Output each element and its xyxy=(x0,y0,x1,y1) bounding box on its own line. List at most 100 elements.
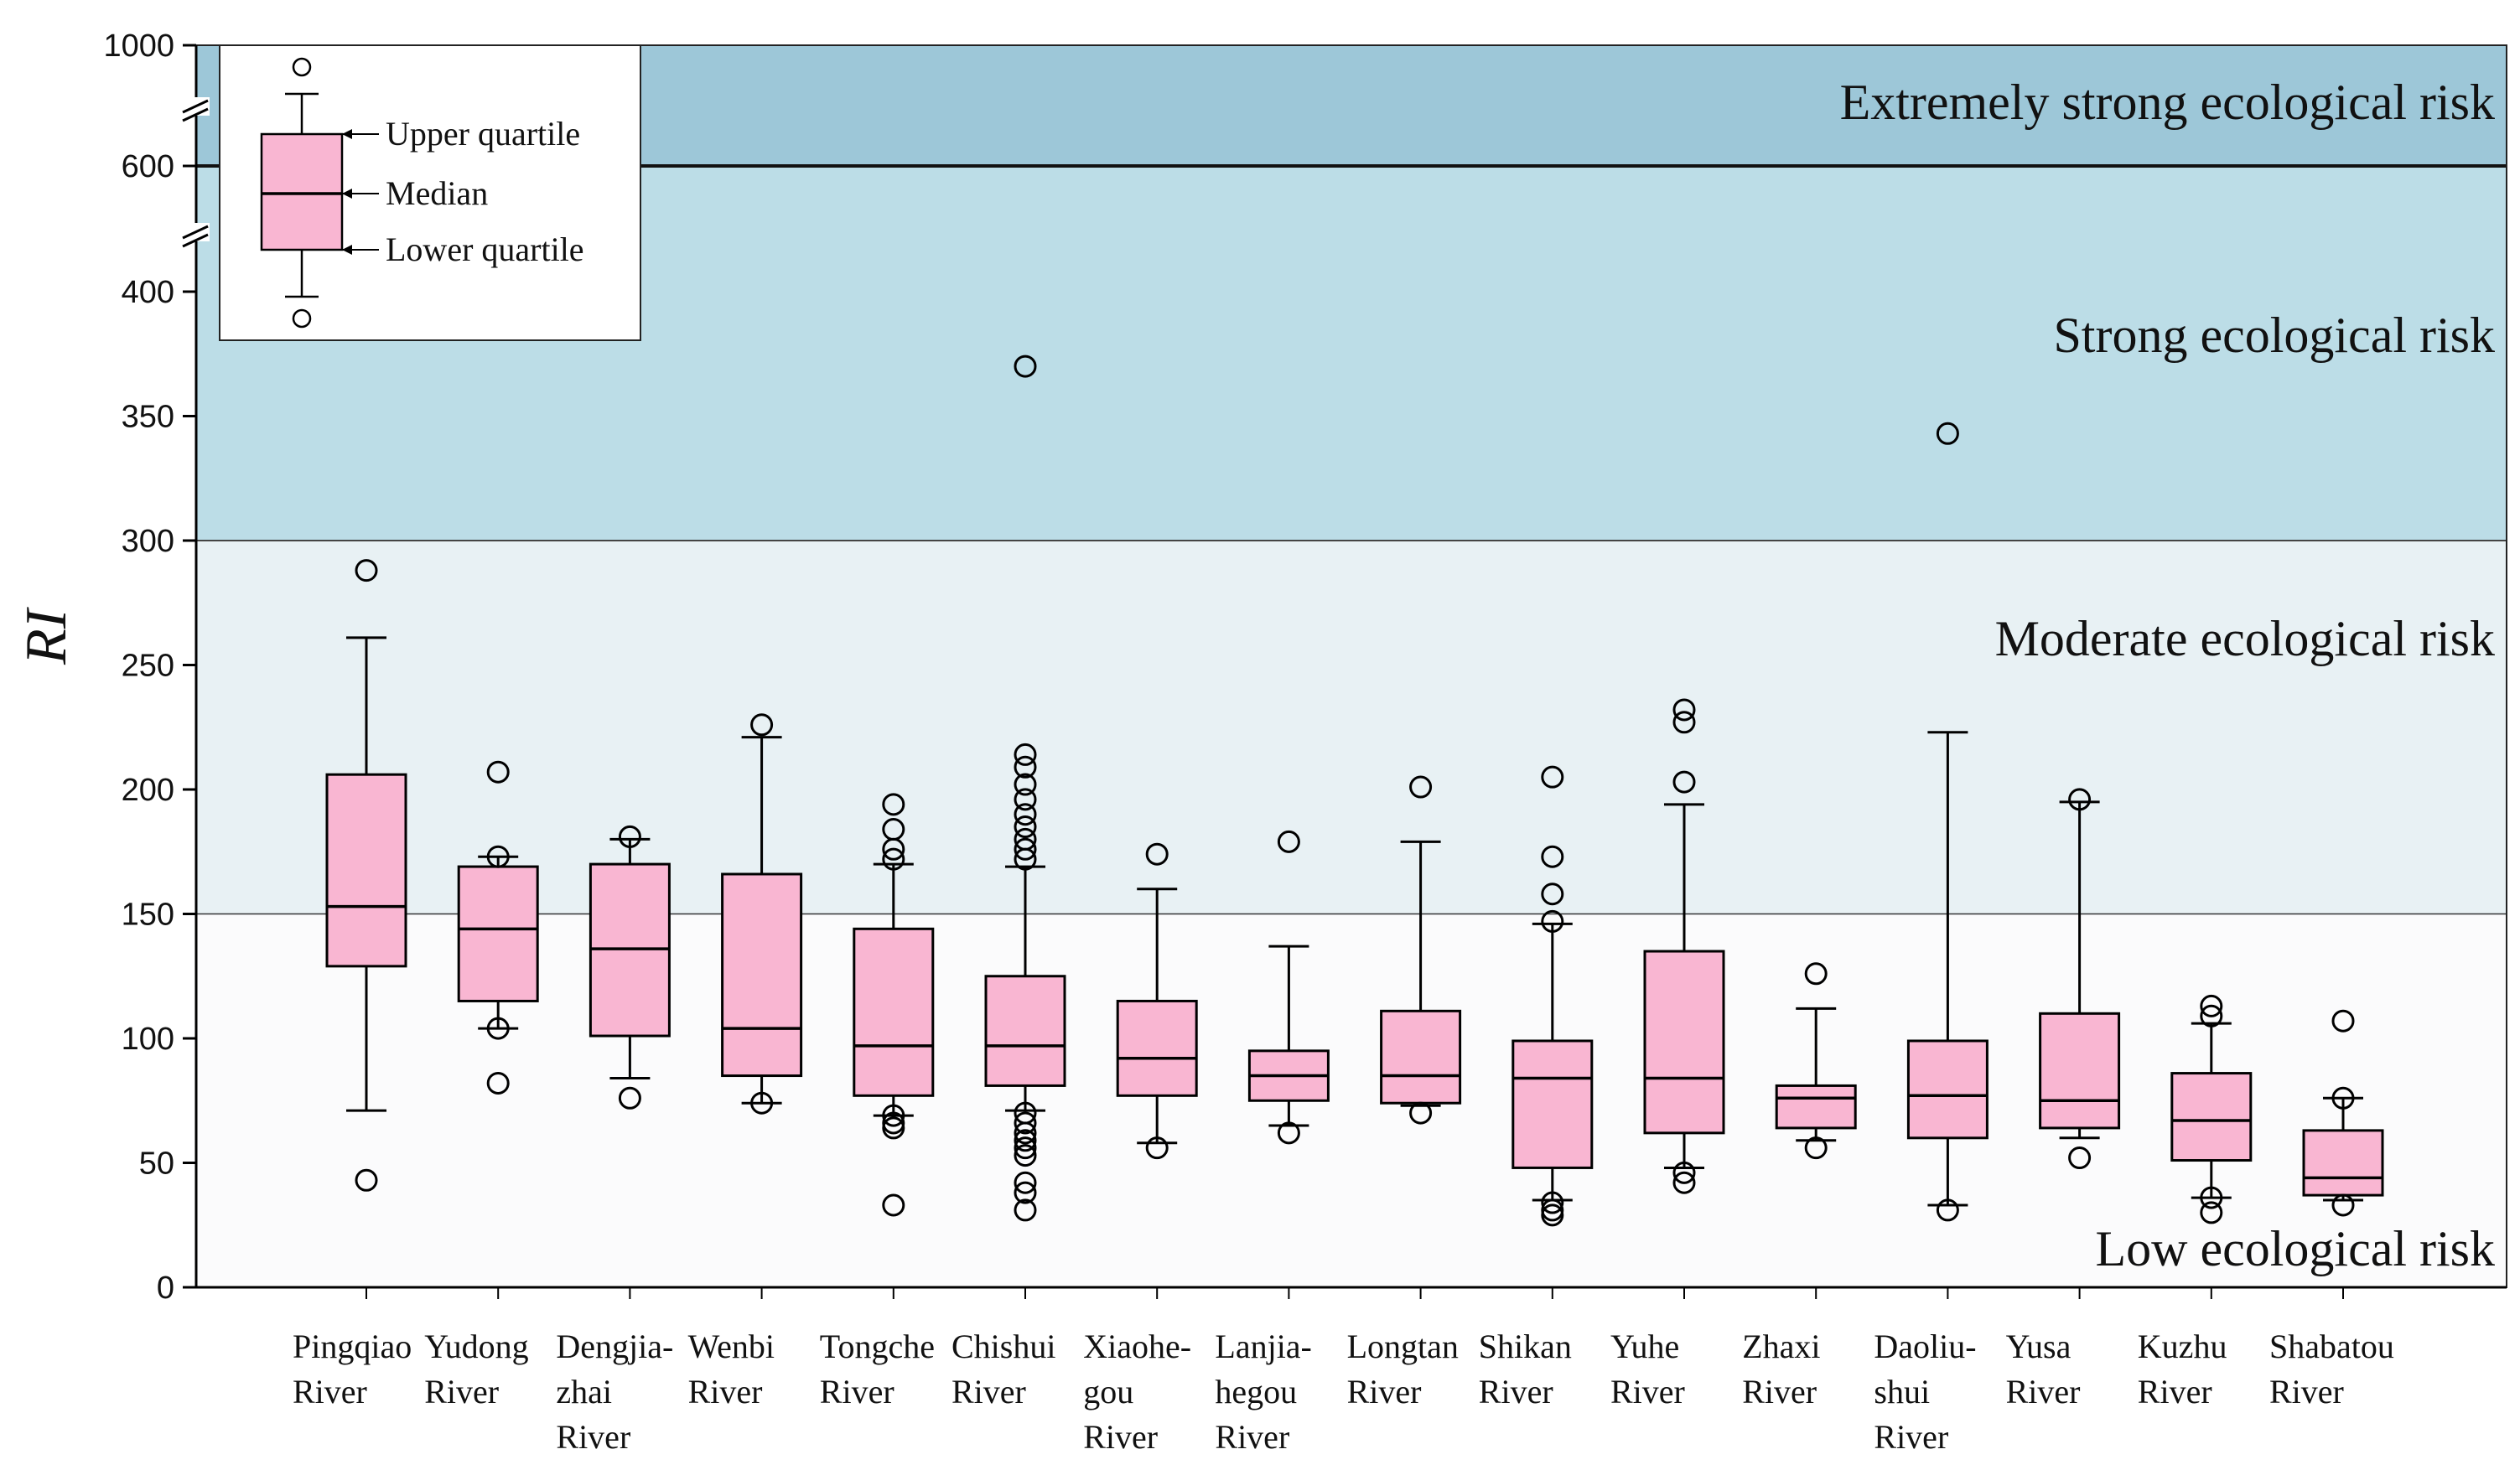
outlier-point xyxy=(1541,909,1564,933)
outlier-point xyxy=(1014,1181,1037,1204)
outlier-point xyxy=(750,713,774,737)
y-tick-label: 300 xyxy=(122,524,174,559)
category-label-1: Yudong River xyxy=(424,1328,528,1410)
category-label-8: Longtan River xyxy=(1347,1328,1459,1410)
category-label-line: River xyxy=(293,1373,367,1410)
legend-arrow-head xyxy=(342,245,352,255)
outlier-point xyxy=(486,845,510,868)
outlier-point xyxy=(882,1193,905,1217)
risk-zone-label-0: Low ecological risk xyxy=(2095,1221,2495,1276)
outlier-point xyxy=(1014,1101,1037,1125)
outlier-point xyxy=(486,760,510,784)
outlier-point xyxy=(2200,1186,2223,1209)
category-label-0: Pingqiao River xyxy=(293,1328,412,1410)
category-label-line: Kuzhu xyxy=(2138,1328,2227,1365)
category-label-line: River xyxy=(688,1373,763,1410)
box-body xyxy=(2302,1129,2384,1197)
box-body xyxy=(1511,1039,1594,1169)
category-label-line: Daoliu- xyxy=(1874,1328,1976,1365)
outlier-point xyxy=(2068,1146,2092,1170)
outlier-point xyxy=(1672,1161,1696,1184)
category-label-line: Chishui xyxy=(951,1328,1055,1365)
outlier-point xyxy=(2200,1201,2223,1224)
box-0 xyxy=(325,559,407,1192)
y-tick-label: 0 xyxy=(157,1271,174,1306)
outlier-point xyxy=(2331,1193,2355,1217)
category-label-line: Yuhe xyxy=(1610,1328,1679,1365)
outlier-point xyxy=(1014,355,1037,378)
category-label-line: River xyxy=(820,1373,894,1410)
box-4 xyxy=(853,793,935,1217)
axis-break-mark xyxy=(182,99,209,114)
box-7 xyxy=(1247,830,1330,1145)
category-label-line: River xyxy=(1479,1373,1553,1410)
category-label-line: River xyxy=(2269,1373,2344,1410)
category-label-line: hegou xyxy=(1215,1373,1297,1410)
risk-zone-label-1: Moderate ecological risk xyxy=(1995,611,2495,666)
category-label-6: Xiaohe-gou River xyxy=(1083,1328,1191,1456)
outlier-point xyxy=(1014,773,1037,796)
box-12 xyxy=(1906,422,1989,1222)
box-1 xyxy=(457,760,539,1095)
outlier-point xyxy=(1277,1121,1300,1145)
category-label-line: Lanjia- xyxy=(1215,1328,1312,1365)
category-label-11: Zhaxi River xyxy=(1742,1328,1820,1410)
outlier-point xyxy=(1145,842,1169,866)
outlier-point xyxy=(2200,1004,2223,1027)
box-6 xyxy=(1116,842,1198,1160)
category-labels: Pingqiao River Yudong River Dengjia-zhai Rive… xyxy=(293,1328,2394,1456)
category-label-line: River xyxy=(1610,1373,1685,1410)
box-body xyxy=(984,975,1066,1087)
outlier-point xyxy=(1014,788,1037,811)
box-11 xyxy=(1775,962,1857,1160)
outlier-point xyxy=(1804,962,1828,986)
box-body xyxy=(2039,1012,2121,1130)
category-label-5: Chishui River xyxy=(951,1328,1055,1410)
category-label-line: Dengjia- xyxy=(556,1328,673,1365)
outlier-point xyxy=(2200,994,2223,1017)
outlier-point xyxy=(486,1071,510,1095)
box-10 xyxy=(1643,698,1725,1194)
category-label-line: River xyxy=(2138,1373,2212,1410)
y-tick-label: 100 xyxy=(122,1022,174,1057)
outlier-point xyxy=(882,1111,905,1135)
box-body xyxy=(1380,1009,1462,1105)
box-15 xyxy=(2302,1009,2384,1217)
outlier-point xyxy=(1014,1198,1037,1222)
y-tick-label: 1000 xyxy=(103,28,174,64)
y-tick-label: 200 xyxy=(122,773,174,808)
box-series xyxy=(325,355,2384,1227)
outlier-point xyxy=(1804,1136,1828,1160)
outlier-point xyxy=(1541,765,1564,789)
outlier-point xyxy=(1014,743,1037,766)
outlier-point xyxy=(1672,711,1696,734)
outlier-point xyxy=(355,1168,378,1192)
outlier-point xyxy=(1541,1191,1564,1214)
category-label-9: Shikan River xyxy=(1479,1328,1572,1410)
risk-zone-label-3: Extremely strong ecological risk xyxy=(1840,75,2495,130)
category-label-line: River xyxy=(951,1373,1026,1410)
risk-zone-0 xyxy=(196,914,2507,1287)
box-2 xyxy=(589,825,671,1110)
box-body xyxy=(457,865,539,1002)
category-label-line: Shikan xyxy=(1479,1328,1572,1365)
risk-zone-label-2: Strong ecological risk xyxy=(2053,308,2495,363)
axes: 0 50 100 150 200 250 300 350 400 600 1000 RI xyxy=(14,28,2507,1306)
category-label-14: Kuzhu River xyxy=(2138,1328,2227,1410)
outlier-point xyxy=(1672,770,1696,794)
legend-box-body xyxy=(260,132,344,251)
outlier-point xyxy=(750,1091,774,1115)
category-label-line: River xyxy=(556,1418,630,1456)
category-label-4: Tongche River xyxy=(820,1328,935,1410)
y-axis-label: RI xyxy=(14,606,79,665)
category-label-12: Daoliu-shui River xyxy=(1874,1328,1976,1456)
outlier-point xyxy=(882,793,905,816)
category-label-line: River xyxy=(1347,1373,1422,1410)
category-label-3: Wenbi River xyxy=(688,1328,775,1410)
outlier-point xyxy=(1014,755,1037,779)
category-label-line: Tongche xyxy=(820,1328,935,1365)
box-3 xyxy=(721,713,803,1115)
outlier-point xyxy=(1014,1136,1037,1160)
category-label-line: Wenbi xyxy=(688,1328,775,1365)
